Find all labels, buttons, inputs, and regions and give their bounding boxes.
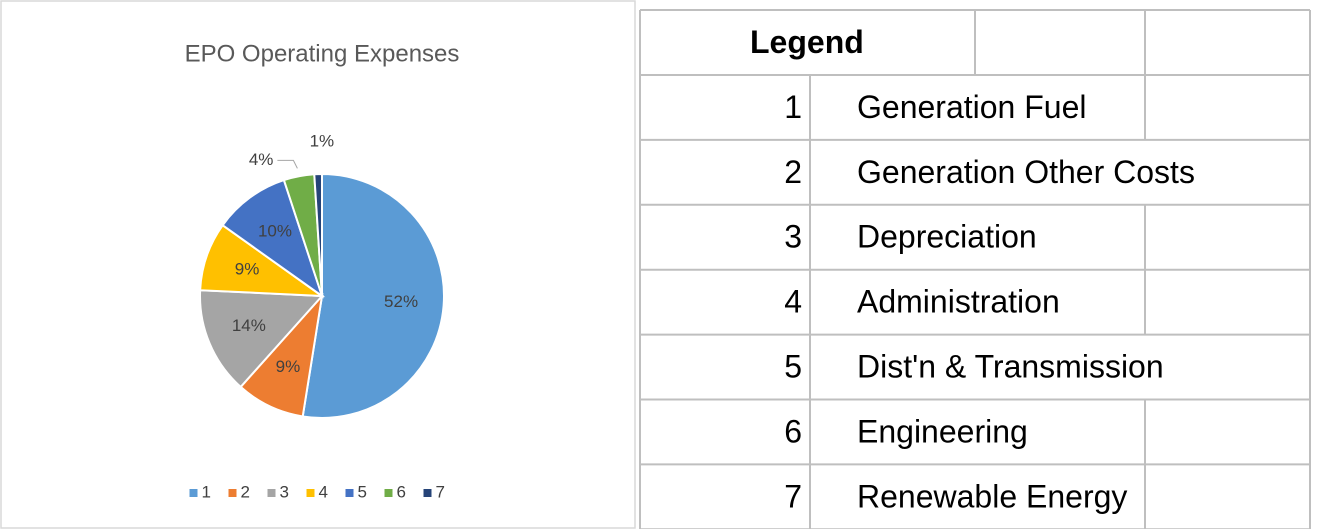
data-label: 14% [232, 316, 266, 335]
legend-label: 1 [202, 482, 211, 501]
row-number: 4 [784, 284, 802, 320]
legend-swatch [267, 489, 276, 497]
row-number: 1 [784, 89, 802, 125]
legend-label: 5 [358, 482, 367, 501]
legend-swatch [384, 489, 393, 497]
data-label: 9% [235, 260, 260, 279]
row-label: Dist'n & Transmission [857, 349, 1164, 385]
data-label: 10% [258, 222, 292, 241]
legend-label: 7 [436, 482, 445, 501]
row-number: 7 [784, 478, 802, 514]
pie-slice [221, 178, 324, 299]
legend-label: 2 [241, 482, 250, 501]
legend-swatch [345, 489, 354, 497]
pie-slice [313, 172, 323, 297]
row-label: Administration [857, 284, 1060, 320]
data-label: 4% [249, 150, 274, 169]
legend-swatch [189, 489, 198, 497]
row-label: Engineering [857, 413, 1028, 449]
leader-line [277, 159, 298, 169]
row-label: Generation Other Costs [857, 154, 1195, 190]
table-title: Legend [750, 24, 864, 60]
row-label: Generation Fuel [857, 89, 1086, 125]
pie-slice [301, 172, 445, 419]
data-label: 1% [310, 132, 335, 151]
chart-title: EPO Operating Expenses [185, 40, 460, 67]
legend-label: 6 [397, 482, 406, 501]
legend-label: 4 [319, 482, 328, 501]
data-label: 9% [276, 357, 301, 376]
pie-slice [199, 289, 325, 389]
legend-swatch [423, 489, 432, 497]
row-label: Renewable Energy [857, 478, 1127, 514]
row-number: 3 [784, 219, 802, 255]
row-label: Depreciation [857, 219, 1037, 255]
legend-label: 3 [280, 482, 289, 501]
row-number: 5 [784, 349, 802, 385]
legend-swatch [228, 489, 237, 497]
row-number: 2 [784, 154, 802, 190]
data-label: 52% [384, 292, 418, 311]
row-number: 6 [784, 413, 802, 449]
legend-swatch [306, 489, 315, 497]
